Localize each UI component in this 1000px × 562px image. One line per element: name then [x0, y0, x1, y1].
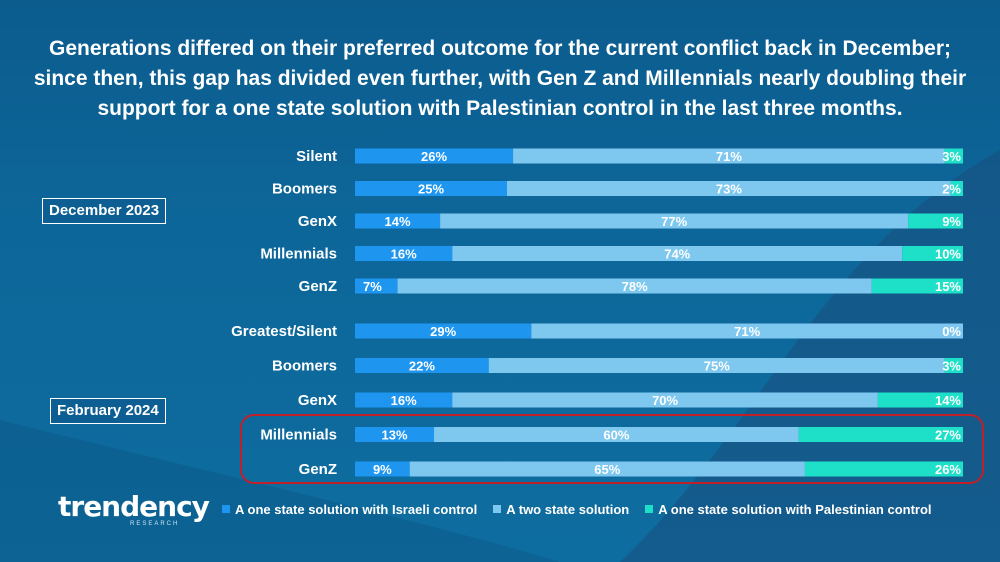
bar-feb-greatest-silent-two-state [531, 323, 963, 339]
data-label-dec-millennials-israeli: 16% [391, 247, 417, 262]
data-label-feb-millennials-israeli: 13% [382, 428, 408, 443]
data-label-feb-genz-israeli: 9% [373, 462, 392, 477]
data-label-dec-genx-two-state: 77% [661, 214, 687, 229]
bar-dec-millennials-palestinian [902, 246, 963, 261]
category-label-feb-boomers: Boomers [272, 358, 337, 375]
highlight-box [240, 414, 984, 484]
data-label-dec-silent-israeli: 26% [421, 149, 447, 164]
legend-item-palestinian: A one state solution with Palestinian co… [645, 501, 932, 517]
data-label-feb-genz-palestinian: 26% [935, 462, 961, 477]
bar-dec-millennials-israeli [355, 246, 453, 261]
trendency-logo: trendency RESEARCH [58, 490, 210, 530]
category-label-dec-millennials: Millennials [260, 246, 337, 263]
data-label-feb-boomers-israeli: 22% [409, 359, 435, 374]
chart-title: Generations differed on their preferred … [33, 37, 967, 120]
legend-swatch-two-state [493, 505, 502, 513]
legend-swatch-palestinian [645, 505, 654, 513]
legend-item-israeli: A one state solution with Israeli contro… [222, 502, 477, 517]
data-label-dec-millennials-palestinian: 10% [935, 247, 961, 262]
bar-dec-boomers-palestinian [950, 181, 963, 196]
data-label-feb-genx-palestinian: 14% [935, 393, 961, 408]
category-label-dec-silent: Silent [296, 148, 337, 165]
legend-label-palestinian: A one state solution with Palestinian co… [658, 501, 932, 517]
bar-feb-genz-two-state [409, 461, 805, 477]
data-label-dec-genz-israeli: 7% [363, 279, 382, 294]
data-label-dec-genx-palestinian: 9% [942, 214, 961, 229]
bar-feb-boomers-two-state [488, 358, 945, 373]
bar-dec-genz-israeli [355, 278, 398, 294]
logo-subtitle: RESEARCH [130, 521, 180, 527]
legend-swatch-israeli [222, 505, 230, 513]
bar-feb-genx-israeli [355, 392, 453, 408]
data-label-feb-greatest-silent-two-state: 71% [734, 324, 760, 339]
data-label-feb-boomers-palestinian: 3% [942, 359, 961, 374]
data-label-feb-genx-israeli: 16% [391, 393, 417, 408]
category-label-feb-greatest-silent: Greatest/Silent [231, 323, 337, 340]
data-label-feb-boomers-two-state: 75% [704, 359, 730, 374]
data-label-feb-greatest-silent-israeli: 29% [430, 324, 456, 339]
data-label-feb-genx-two-state: 70% [652, 393, 678, 408]
data-label-dec-boomers-israeli: 25% [418, 182, 444, 197]
category-label-dec-genz: GenZ [299, 278, 337, 295]
bar-dec-genx-israeli [355, 213, 441, 229]
data-label-dec-boomers-palestinian: 2% [942, 182, 961, 197]
data-label-dec-boomers-two-state: 73% [716, 182, 742, 197]
bar-feb-boomers-israeli [355, 358, 489, 373]
bar-feb-genz-palestinian [804, 461, 963, 477]
bar-dec-genx-two-state [440, 213, 909, 229]
data-label-dec-genz-two-state: 78% [622, 279, 648, 294]
bar-feb-millennials-two-state [434, 427, 799, 442]
bar-feb-millennials-israeli [355, 427, 435, 442]
bar-feb-genx-palestinian [877, 392, 963, 408]
bar-feb-greatest-silent-israeli [355, 323, 532, 339]
data-label-feb-genz-two-state: 65% [594, 462, 620, 477]
data-label-dec-genz-palestinian: 15% [935, 279, 961, 294]
data-label-feb-millennials-palestinian: 27% [935, 428, 961, 443]
logo-wordmark: trendency [58, 490, 210, 523]
category-label-feb-millennials: Millennials [260, 427, 337, 444]
bar-dec-boomers-israeli [355, 181, 507, 196]
bar-dec-millennials-two-state [452, 246, 903, 261]
bar-dec-genz-palestinian [871, 278, 963, 294]
bar-feb-millennials-palestinian [798, 427, 963, 442]
period-label-december-2023: December 2023 [42, 198, 167, 224]
bar-dec-boomers-two-state [507, 181, 951, 196]
bar-feb-boomers-palestinian [944, 358, 963, 373]
category-label-dec-boomers: Boomers [272, 181, 337, 198]
category-label-dec-genx: GenX [298, 213, 337, 230]
data-label-feb-millennials-two-state: 60% [603, 428, 629, 443]
legend-label-israeli: A one state solution with Israeli contro… [235, 501, 478, 517]
bar-dec-genz-two-state [397, 278, 872, 294]
bar-dec-genx-palestinian [908, 213, 963, 229]
bar-dec-silent-israeli [355, 148, 514, 164]
legend-label-two-state: A two state solution [506, 501, 630, 517]
bar-dec-silent-palestinian [944, 148, 963, 164]
data-label-feb-greatest-silent-palestinian: 0% [942, 324, 961, 339]
legend-item-two-state: A two state solution [493, 502, 629, 517]
bar-feb-genx-two-state [452, 392, 878, 408]
category-label-feb-genx: GenX [298, 392, 337, 409]
period-label-february-2024: February 2024 [50, 398, 166, 424]
legend: A one state solution with Israeli contro… [222, 500, 932, 518]
data-label-dec-silent-palestinian: 3% [942, 149, 961, 164]
bar-feb-genz-israeli [355, 461, 410, 477]
bar-dec-silent-two-state [513, 148, 945, 164]
data-label-dec-silent-two-state: 71% [716, 149, 742, 164]
category-label-feb-genz: GenZ [299, 461, 337, 478]
data-label-dec-millennials-two-state: 74% [664, 247, 690, 262]
data-label-dec-genx-israeli: 14% [385, 214, 411, 229]
